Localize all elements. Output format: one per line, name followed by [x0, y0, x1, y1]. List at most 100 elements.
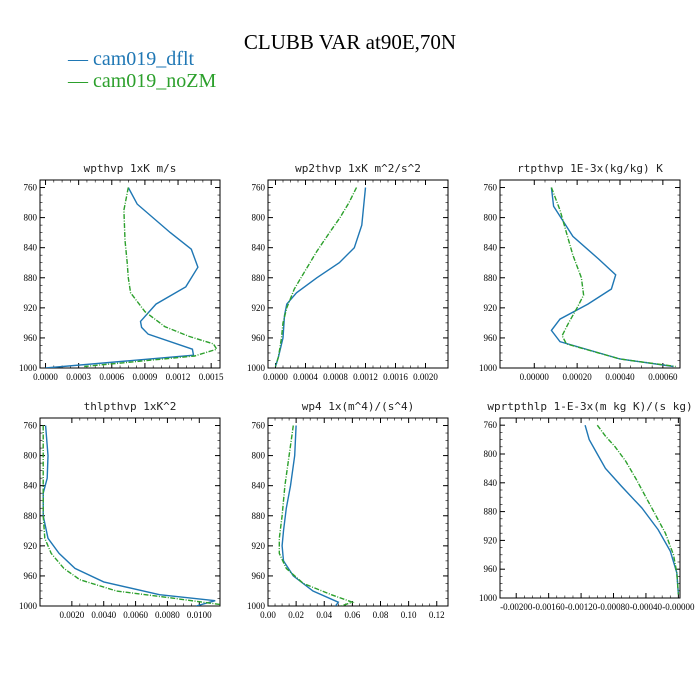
panel-title: wpthvp 1xK m/s [84, 162, 177, 175]
y-tick-label: 760 [252, 421, 266, 431]
panel-4: thlpthvp 1xK^2 760 800 840 880 920 960 1000 0.00… [19, 400, 221, 620]
y-tick-label: 1000 [247, 363, 266, 373]
y-tick-label: 960 [24, 571, 38, 581]
y-tick-label: 880 [24, 511, 38, 521]
x-tick-label: -0.00200 [500, 602, 533, 612]
series-line-dflt [42, 425, 216, 606]
x-tick-label: 0.04 [316, 610, 332, 620]
panel-frame [267, 179, 449, 369]
y-tick-label: 840 [484, 243, 498, 253]
y-tick-label: 800 [252, 213, 266, 223]
x-tick-label: 0.0012 [166, 372, 191, 382]
series-line-nozm [550, 187, 676, 368]
y-tick-label: 840 [252, 481, 266, 491]
y-tick-label: 800 [484, 449, 498, 459]
panel-1: wpthvp 1xK m/s76080084088092096010000.00… [19, 162, 224, 382]
x-tick-label: 0.00060 [648, 372, 678, 382]
series-line-nozm [84, 187, 218, 368]
x-tick-label: 0.0012 [353, 372, 378, 382]
panel-frame [499, 417, 681, 599]
legend-item-nozm: — cam019_noZM [68, 70, 217, 92]
y-tick-label: 880 [24, 273, 38, 283]
y-tick-label: 920 [24, 303, 38, 313]
y-tick-label: 960 [24, 333, 38, 343]
x-tick-label: 0.0060 [123, 610, 148, 620]
x-tick-label: 0.12 [429, 610, 445, 620]
x-tick-label: 0.0040 [91, 610, 116, 620]
series-line-dflt [584, 425, 680, 595]
x-tick-label: 0.0009 [133, 372, 158, 382]
panel-6: wprtpthlp 1-E-3x(m kg K)/(s kg) 760 800 840… [479, 400, 695, 612]
y-tick-label: 920 [24, 541, 38, 551]
x-tick-label: 0.0003 [66, 372, 91, 382]
y-tick-label: 760 [24, 421, 38, 431]
panel-frame [39, 417, 221, 607]
panel-title: thlpthvp 1xK^2 [84, 400, 177, 413]
x-tick-label: 0.0080 [155, 610, 180, 620]
y-tick-label: 1000 [19, 601, 38, 611]
series-line-nozm [274, 187, 358, 367]
y-tick-label: 760 [252, 183, 266, 193]
x-tick-label: -0.00120 [565, 602, 598, 612]
panel-5: wp4 1x(m^4)/(s^4)76080084088092096010000… [247, 400, 449, 620]
y-tick-label: 760 [484, 420, 498, 430]
y-tick-label: 960 [252, 333, 266, 343]
panel-2: wp2thvp 1xK m^2/s^2 760 800 840 880 920 960 100… [247, 162, 449, 382]
x-tick-label: 0.0015 [199, 372, 224, 382]
x-tick-label: 0.0020 [413, 372, 438, 382]
y-tick-label: 1000 [479, 593, 498, 603]
y-tick-label: 960 [252, 571, 266, 581]
y-tick-label: 760 [24, 183, 38, 193]
series-line-dflt [550, 187, 674, 368]
series-line-dflt [274, 187, 367, 367]
y-tick-label: 920 [252, 303, 266, 313]
y-tick-label: 1000 [247, 601, 266, 611]
series-line-dflt [45, 187, 199, 368]
legend-label-nozm: cam019_noZM [93, 70, 217, 92]
series-line-dflt [281, 425, 340, 606]
figure-title: CLUBB VAR at90E,70N [243, 30, 457, 54]
y-tick-label: 800 [24, 213, 38, 223]
panel-title: wprtpthlp 1-E-3x(m kg K)/(s kg) [487, 400, 692, 413]
series-line-nozm [42, 425, 220, 606]
panel-frame [499, 179, 681, 369]
y-tick-label: 800 [24, 451, 38, 461]
y-tick-label: 840 [24, 243, 38, 253]
y-tick-label: 960 [484, 564, 498, 574]
x-tick-label: 0.0000 [33, 372, 58, 382]
y-tick-label: 840 [24, 481, 38, 491]
y-tick-label: 760 [484, 183, 498, 193]
x-tick-label: 0.06 [345, 610, 361, 620]
x-tick-label: 0.00040 [605, 372, 635, 382]
x-tick-label: 0.0008 [323, 372, 348, 382]
y-tick-label: 960 [484, 333, 498, 343]
x-tick-label: 0.00020 [563, 372, 593, 382]
y-tick-label: 1000 [479, 363, 498, 373]
x-tick-label: -0.00000 [662, 602, 695, 612]
panel-title: wp4 1x(m^4)/(s^4) [302, 400, 415, 413]
y-tick-label: 800 [484, 213, 498, 223]
panel-frame [267, 417, 449, 607]
y-tick-label: 880 [252, 273, 266, 283]
y-tick-label: 920 [252, 541, 266, 551]
y-tick-label: 1000 [19, 363, 38, 373]
legend-item-dflt: — cam019_dflt [68, 48, 195, 70]
y-tick-label: 880 [484, 507, 498, 517]
x-tick-label: 0.0016 [383, 372, 408, 382]
y-tick-label: 840 [484, 478, 498, 488]
x-tick-label: -0.00040 [630, 602, 663, 612]
panel-frame [39, 179, 221, 369]
x-tick-label: 0.0100 [187, 610, 212, 620]
x-tick-label: 0.02 [288, 610, 304, 620]
y-tick-label: 800 [252, 451, 266, 461]
x-tick-label: -0.00080 [597, 602, 630, 612]
y-tick-label: 920 [484, 303, 498, 313]
x-tick-label: 0.0004 [293, 372, 318, 382]
series-line-nozm [596, 424, 680, 595]
y-tick-label: 920 [484, 535, 498, 545]
x-tick-label: 0.08 [373, 610, 389, 620]
x-tick-label: 0.10 [401, 610, 417, 620]
panel-3: rtpthvp 1E-3x(kg/kg) K 760 800 840 880 920 960… [479, 162, 681, 382]
panel-title: rtpthvp 1E-3x(kg/kg) K [517, 162, 663, 175]
